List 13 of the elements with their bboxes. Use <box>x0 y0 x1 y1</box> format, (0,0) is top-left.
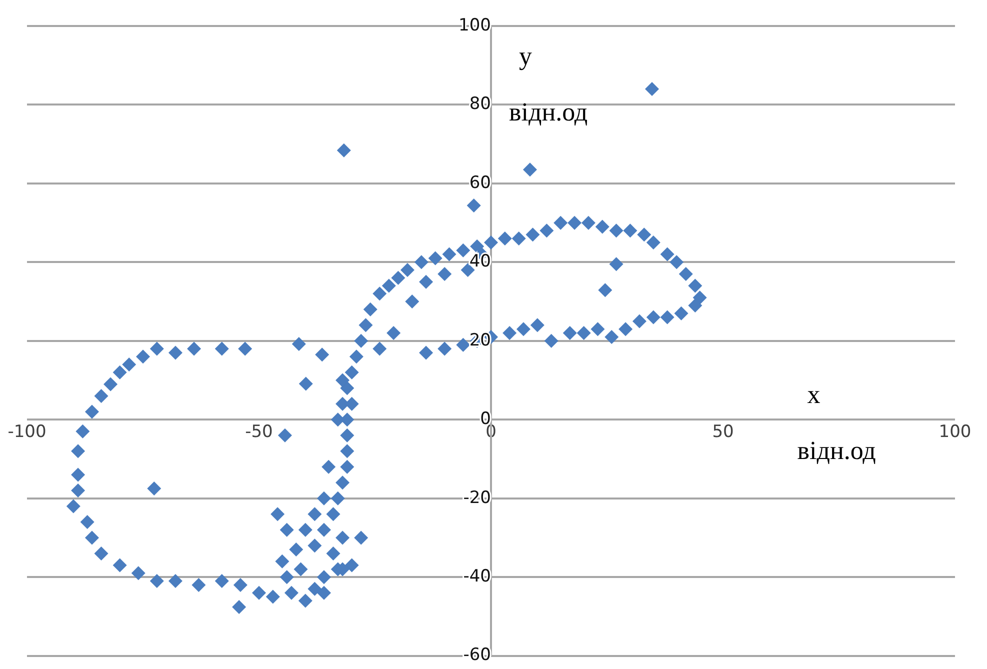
y-tick-label: 80 <box>469 94 491 114</box>
y-tick-label: -40 <box>463 566 491 586</box>
x-tick-label: -100 <box>8 422 46 442</box>
x-axis-title: x відн.од <box>797 380 876 465</box>
y-tick-label: 60 <box>469 172 491 193</box>
y-tick-label: -60 <box>463 645 491 666</box>
y-tick-label: -20 <box>463 488 491 508</box>
y-axis-title: y відн.од <box>509 41 588 126</box>
x-tick-label: -50 <box>245 422 273 442</box>
y-tick-label: 40 <box>469 252 491 272</box>
x-tick-label: 100 <box>938 422 972 442</box>
y-tick-label: 100 <box>458 15 491 36</box>
x-tick-label: 50 <box>712 422 734 442</box>
